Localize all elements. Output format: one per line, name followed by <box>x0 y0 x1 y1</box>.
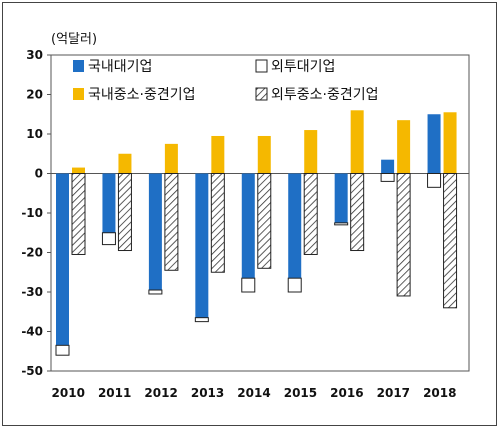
bar-2017-국내대기업 <box>381 159 395 174</box>
bar-2013-외투대기업 <box>194 317 209 323</box>
bar-2012-국내대기업 <box>148 173 162 291</box>
bar-2013-외투중소·중견기업 <box>210 173 225 273</box>
bar-2016-외투대기업 <box>334 222 349 226</box>
x-tick-label: 2014 <box>237 386 270 400</box>
bar-2012-외투중소·중견기업 <box>164 173 179 271</box>
bar-2018-외투대기업 <box>427 173 442 188</box>
x-tick-label: 2013 <box>191 386 224 400</box>
x-tick-label: 2018 <box>423 386 456 400</box>
chart-frame: 30 20 10 0 -10 -20 -30 -40 -50 2010 2011 2012 2013 20… <box>2 2 497 426</box>
bar-2017-외투중소·중견기업 <box>396 173 411 297</box>
bar-2016-외투중소·중견기업 <box>350 173 365 252</box>
legend-label: 국내대기업 <box>88 59 152 75</box>
legend-swatch <box>73 88 84 100</box>
x-tick-label: 2015 <box>284 386 317 400</box>
bar-2012-외투대기업 <box>148 289 163 295</box>
bar-2015-외투중소·중견기업 <box>303 173 318 255</box>
y-tick-label: 10 <box>26 127 43 141</box>
bar-2018-외투중소·중견기업 <box>443 173 458 309</box>
bar-2015-국내대기업 <box>288 173 302 279</box>
y-tick-label: -30 <box>21 285 43 299</box>
legend-swatch <box>73 60 84 72</box>
bar-2013-국내대기업 <box>195 173 209 318</box>
y-tick-label: -20 <box>21 246 43 260</box>
bar-2015-국내중소·중견기업 <box>304 130 318 174</box>
legend-label: 국내중소·중견기업 <box>88 87 196 103</box>
bar-2017-국내중소·중견기업 <box>397 120 411 174</box>
bar-2014-외투중소·중견기업 <box>257 173 272 269</box>
x-tick-label: 2016 <box>330 386 363 400</box>
bar-2015-외투대기업 <box>287 277 302 293</box>
x-tick-label: 2010 <box>52 386 85 400</box>
bar-2016-국내대기업 <box>334 173 348 223</box>
bar-2016-국내중소·중견기업 <box>350 110 364 174</box>
bar-2010-외투대기업 <box>55 344 70 356</box>
x-tick-label: 2011 <box>98 386 131 400</box>
legend-swatch <box>255 59 268 73</box>
bar-2011-외투중소·중견기업 <box>117 173 132 252</box>
bar-2014-외투대기업 <box>241 277 256 293</box>
bar-2018-국내대기업 <box>427 114 441 174</box>
x-tick-label: 2012 <box>144 386 177 400</box>
bar-2017-외투대기업 <box>380 173 395 182</box>
y-tick-label: 20 <box>26 88 43 102</box>
bar-2011-국내대기업 <box>102 173 116 233</box>
bar-2014-국내중소·중견기업 <box>257 135 271 174</box>
y-tick-label: 30 <box>26 48 43 62</box>
unit-label: (억달러) <box>51 32 97 47</box>
y-tick-label: -50 <box>21 364 43 378</box>
bar-2010-외투중소·중견기업 <box>71 173 86 255</box>
bar-2012-국내중소·중견기업 <box>164 143 178 174</box>
legend-label: 외투중소·중견기업 <box>271 87 379 103</box>
y-tick-label: 0 <box>35 167 43 181</box>
bar-2011-국내중소·중견기업 <box>118 153 132 174</box>
bars-layer <box>55 110 458 356</box>
bar-2018-국내중소·중견기업 <box>443 112 457 174</box>
bar-2010-국내중소·중견기업 <box>72 167 85 174</box>
bar-2011-외투대기업 <box>101 232 116 246</box>
bar-2014-국내대기업 <box>241 173 255 279</box>
legend-swatch <box>255 87 268 101</box>
x-tick-label: 2017 <box>377 386 410 400</box>
bar-2010-국내대기업 <box>56 173 69 346</box>
legend-label: 외투대기업 <box>271 59 335 75</box>
y-tick-label: -40 <box>21 325 43 339</box>
y-tick-label: -10 <box>21 206 43 220</box>
bar-2013-국내중소·중견기업 <box>211 135 225 174</box>
